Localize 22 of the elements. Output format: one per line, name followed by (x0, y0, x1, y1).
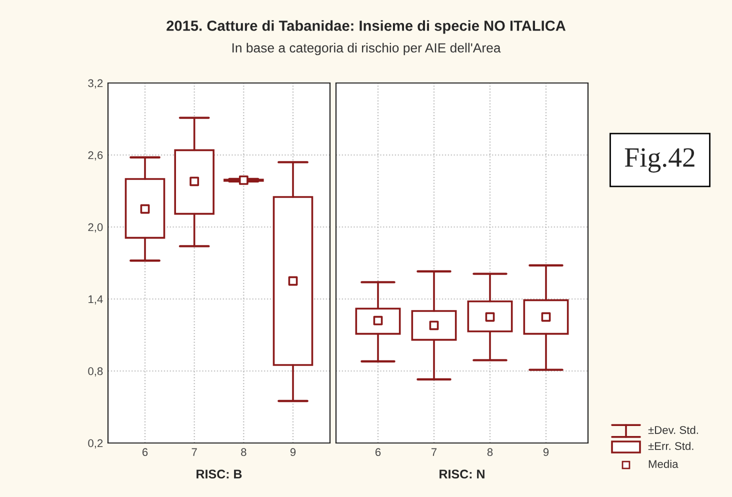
x-tick-label: 7 (431, 448, 437, 456)
y-tick-label: 2,0 (88, 223, 103, 232)
y-tick-label: 1,4 (88, 295, 103, 304)
text: ±Err. Std. (648, 442, 694, 450)
y-tick-label: 0,2 (88, 439, 103, 448)
y-tick-label: 2,6 (88, 151, 103, 160)
y-tick-label: 0,8 (88, 367, 103, 376)
x-tick-label: 6 (142, 448, 148, 456)
x-axis-title: RISC: B (196, 470, 242, 479)
x-tick-label: 8 (241, 448, 246, 456)
text: ±Dev. Std. (648, 426, 698, 434)
caption: Fig.42 (624, 148, 694, 173)
x-axis-title: RISC: N (440, 470, 484, 479)
x-tick-label: 9 (290, 448, 296, 456)
x-tick-label: 7 (192, 448, 197, 456)
x-tick-label: 9 (543, 448, 549, 456)
text: 2015. Catture di Tabanidae: Insieme di specie NO ITALICA (166, 20, 566, 34)
x-tick-label: 8 (487, 448, 493, 456)
y-tick-label: 3,2 (88, 79, 103, 88)
text: Media (648, 460, 678, 468)
text: In base a categoria di rischio per AIE dell'Area (232, 42, 501, 56)
x-tick-label: 6 (375, 448, 381, 456)
